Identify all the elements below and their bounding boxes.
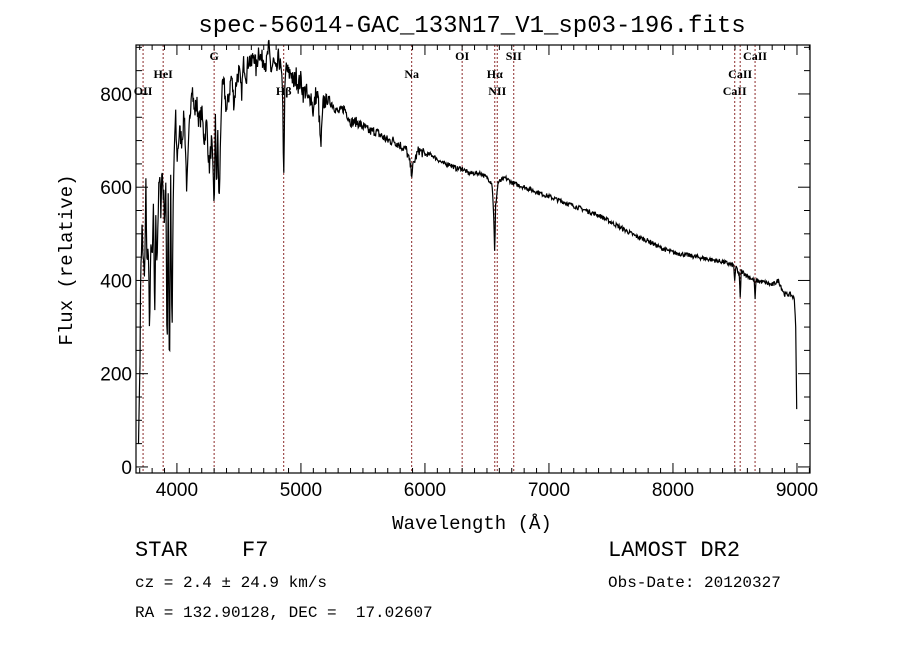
- x-tick-label: 7000: [528, 480, 570, 501]
- redshift: cz = 2.4 ± 24.9 km/s: [135, 574, 328, 592]
- object-type: STAR: [135, 538, 188, 563]
- obs-date: Obs-Date: 20120327: [608, 574, 781, 592]
- spectral-line-label: NII: [488, 84, 506, 98]
- coordinates: RA = 132.90128, DEC = 17.02607: [135, 604, 433, 622]
- spectral-line-label: OI: [455, 49, 469, 63]
- spectral-line-label: CaII: [728, 67, 752, 81]
- y-axis-label: Flux (relative): [56, 174, 78, 345]
- plot-frame: [135, 44, 811, 474]
- y-tick-label: 800: [100, 85, 132, 106]
- spectral-line-label: CaII: [743, 49, 767, 63]
- spectral-line-label: Hβ: [276, 84, 292, 98]
- spectral-line-label: OII: [134, 84, 153, 98]
- spectral-line-label: SII: [506, 49, 522, 63]
- spectral-line-label: HeI: [153, 67, 173, 81]
- spectral-line-label: Na: [404, 67, 419, 81]
- x-axis-label: Wavelength (Å): [392, 513, 552, 535]
- spectral-line-label: G: [209, 49, 218, 63]
- y-tick-label: 400: [100, 271, 132, 292]
- spectral-line-label: CaII: [723, 84, 747, 98]
- x-tick-label: 8000: [652, 480, 694, 501]
- x-tick-label: 9000: [776, 480, 818, 501]
- y-tick-label: 0: [121, 458, 132, 479]
- x-tick-label: 6000: [404, 480, 446, 501]
- chart-title: spec-56014-GAC_133N17_V1_sp03-196.fits: [198, 13, 745, 40]
- survey-name: LAMOST DR2: [608, 538, 741, 563]
- x-tick-label: 5000: [280, 480, 322, 501]
- spectral-line-label: Hα: [487, 67, 503, 81]
- y-tick-label: 200: [100, 365, 132, 386]
- x-tick-label: 4000: [156, 480, 198, 501]
- y-tick-label: 600: [100, 178, 132, 199]
- subclass: F7: [242, 538, 269, 563]
- spectrum-line: [137, 39, 798, 444]
